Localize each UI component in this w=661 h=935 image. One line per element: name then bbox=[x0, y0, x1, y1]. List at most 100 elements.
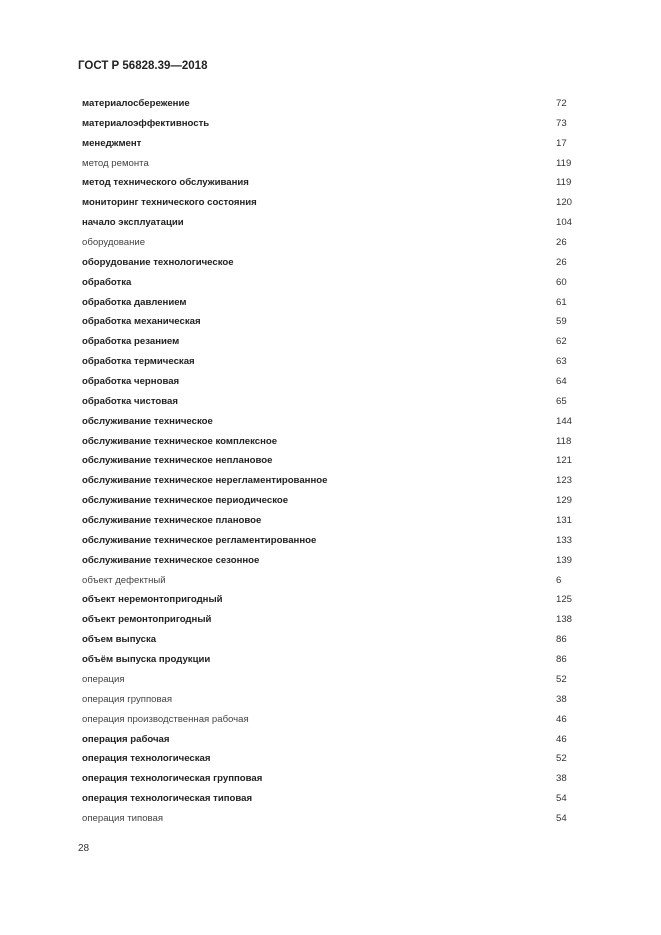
index-page-ref: 123 bbox=[556, 475, 573, 487]
index-page-ref: 52 bbox=[556, 673, 567, 685]
index-entry: операция технологическая типовая 54 bbox=[82, 792, 602, 812]
index-entry: метод ремонта 119 bbox=[82, 157, 602, 177]
index-page-ref: 46 bbox=[556, 713, 567, 725]
index-entry: начало эксплуатации 104 bbox=[82, 216, 602, 236]
index-page-ref: 119 bbox=[556, 157, 572, 169]
index-term: объём выпуска продукции bbox=[82, 654, 211, 666]
index-entry: обслуживание техническое комплексное 118 bbox=[82, 435, 602, 455]
index-list: материалосбережение 72 материалоэффективно… bbox=[82, 97, 602, 832]
index-page-ref: 38 bbox=[556, 693, 567, 705]
index-entry: объем выпуска 86 bbox=[82, 633, 602, 653]
index-entry: операция 52 bbox=[82, 673, 602, 693]
index-page-ref: 62 bbox=[556, 336, 567, 348]
index-term: обслуживание техническое периодическое bbox=[82, 495, 289, 507]
index-page-ref: 59 bbox=[556, 316, 567, 328]
index-page-ref: 119 bbox=[556, 177, 572, 189]
index-page-ref: 26 bbox=[556, 237, 567, 249]
index-entry: мониторинг технического состояния 120 bbox=[82, 196, 602, 216]
index-entry: менеджмент 17 bbox=[82, 137, 602, 157]
index-term: обслуживание техническое сезонное bbox=[82, 554, 260, 566]
index-entry: обработка давлением 61 bbox=[82, 296, 602, 316]
index-page-ref: 138 bbox=[556, 614, 573, 626]
index-page-ref: 61 bbox=[556, 296, 567, 308]
index-page-ref: 6 bbox=[556, 574, 562, 586]
index-term: объект ремонтопригодный bbox=[82, 614, 212, 626]
index-entry: обслуживание техническое неплановое 121 bbox=[82, 454, 602, 474]
index-entry: операция рабочая 46 bbox=[82, 733, 602, 753]
index-entry: обработка черновая 64 bbox=[82, 375, 602, 395]
index-term: менеджмент bbox=[82, 137, 142, 149]
index-term: обслуживание техническое неплановое bbox=[82, 455, 273, 467]
index-entry: оборудование технологическое 26 bbox=[82, 256, 602, 276]
index-page-ref: 26 bbox=[556, 256, 567, 268]
index-page-ref: 86 bbox=[556, 634, 567, 646]
index-term: обслуживание техническое плановое bbox=[82, 515, 262, 527]
index-entry: метод технического обслуживания 119 bbox=[82, 176, 602, 196]
index-entry: обслуживание техническое периодическое 12… bbox=[82, 494, 602, 514]
index-term: операция групповая bbox=[82, 693, 173, 705]
index-entry: обслуживание техническое сезонное 139 bbox=[82, 554, 602, 574]
index-term: материалоэффективность bbox=[82, 117, 210, 129]
index-term: обслуживание техническое комплексное bbox=[82, 435, 278, 447]
index-term: объект дефектный bbox=[82, 574, 166, 586]
index-page-ref: 64 bbox=[556, 376, 567, 388]
index-entry: объём выпуска продукции 86 bbox=[82, 653, 602, 673]
index-entry: обслуживание техническое плановое 131 bbox=[82, 514, 602, 534]
index-term: операция технологическая групповая bbox=[82, 773, 263, 785]
index-term: обслуживание техническое нерегламентиров… bbox=[82, 475, 328, 487]
index-entry: обработка 60 bbox=[82, 276, 602, 296]
index-term: обработка давлением bbox=[82, 296, 187, 308]
index-entry: операция технологическая групповая 38 bbox=[82, 772, 602, 792]
index-page-ref: 46 bbox=[556, 733, 567, 745]
index-page-ref: 121 bbox=[556, 455, 573, 467]
index-term: обработка чистовая bbox=[82, 395, 178, 407]
index-page-ref: 17 bbox=[556, 137, 567, 149]
index-term: операция bbox=[82, 673, 125, 685]
index-entry: объект неремонтопригодный 125 bbox=[82, 593, 602, 613]
index-term: объект неремонтопригодный bbox=[82, 594, 223, 606]
index-entry: операция групповая 38 bbox=[82, 693, 602, 713]
index-page-ref: 60 bbox=[556, 276, 567, 288]
index-term: мониторинг технического состояния bbox=[82, 197, 257, 209]
index-term: обслуживание техническое bbox=[82, 415, 213, 427]
index-entry: операция технологическая 52 bbox=[82, 752, 602, 772]
index-entry: материалосбережение 72 bbox=[82, 97, 602, 117]
index-term: обработка bbox=[82, 276, 132, 288]
index-term: операция типовая bbox=[82, 812, 164, 824]
index-term: обработка черновая bbox=[82, 376, 180, 388]
index-page-ref: 86 bbox=[556, 654, 567, 666]
index-entry: обслуживание техническое нерегламентиров… bbox=[82, 474, 602, 494]
index-term: операция рабочая bbox=[82, 733, 170, 745]
index-term: метод ремонта bbox=[82, 157, 149, 169]
index-term: начало эксплуатации bbox=[82, 217, 184, 229]
index-term: операция производственная рабочая bbox=[82, 713, 249, 725]
index-entry: обслуживание техническое 144 bbox=[82, 415, 602, 435]
index-page-ref: 54 bbox=[556, 793, 567, 805]
index-page-ref: 52 bbox=[556, 753, 567, 765]
index-entry: обработка механическая 59 bbox=[82, 315, 602, 335]
index-term: оборудование bbox=[82, 237, 146, 249]
index-term: операция технологическая bbox=[82, 753, 211, 765]
index-page-ref: 125 bbox=[556, 594, 573, 606]
index-page-ref: 118 bbox=[556, 435, 572, 447]
index-page-ref: 139 bbox=[556, 554, 573, 566]
index-page-ref: 38 bbox=[556, 773, 567, 785]
index-page-ref: 54 bbox=[556, 812, 567, 824]
index-term: обработка термическая bbox=[82, 356, 195, 368]
index-term: операция технологическая типовая bbox=[82, 793, 253, 805]
index-page-ref: 144 bbox=[556, 415, 573, 427]
index-entry: обработка чистовая 65 bbox=[82, 395, 602, 415]
index-term: оборудование технологическое bbox=[82, 256, 234, 268]
index-page-ref: 73 bbox=[556, 117, 567, 129]
index-entry: операция производственная рабочая 46 bbox=[82, 713, 602, 733]
index-page-ref: 120 bbox=[556, 197, 573, 209]
index-term: материалосбережение bbox=[82, 98, 190, 109]
index-page-ref: 129 bbox=[556, 495, 573, 507]
index-page-ref: 72 bbox=[556, 98, 567, 109]
index-entry: обработка резанием 62 bbox=[82, 335, 602, 355]
index-entry: операция типовая 54 bbox=[82, 812, 602, 832]
page-number: 28 bbox=[78, 843, 90, 854]
index-entry: обработка термическая 63 bbox=[82, 355, 602, 375]
index-entry: оборудование 26 bbox=[82, 236, 602, 256]
index-term: метод технического обслуживания bbox=[82, 177, 249, 189]
